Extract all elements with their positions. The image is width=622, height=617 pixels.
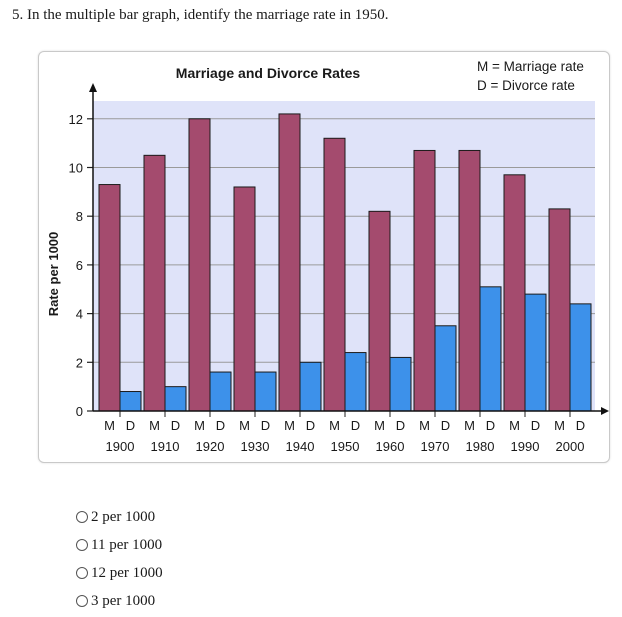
bar-marriage — [188, 118, 211, 412]
bar-letter-d: D — [261, 418, 270, 433]
y-tick-label: 8 — [76, 209, 83, 224]
x-tick-label: 1970 — [421, 439, 450, 454]
x-tick-label: 1960 — [376, 439, 405, 454]
y-tick-label: 6 — [76, 258, 83, 273]
bar-letter-m: M — [374, 418, 385, 433]
bar-marriage — [143, 154, 166, 412]
radio-button[interactable] — [76, 511, 88, 523]
option-d[interactable]: 3 per 1000 — [76, 587, 163, 615]
bar-letter-m: M — [554, 418, 565, 433]
bar-letter-d: D — [216, 418, 225, 433]
bar-letter-m: M — [239, 418, 250, 433]
chart-title: Marriage and Divorce Rates — [176, 65, 361, 81]
bar-letter-m: M — [419, 418, 430, 433]
y-tick-label: 10 — [69, 161, 83, 176]
bar-marriage — [548, 208, 571, 412]
bar-divorce — [209, 371, 232, 412]
radio-button[interactable] — [76, 539, 88, 551]
y-tick-label: 0 — [76, 404, 83, 419]
bar-letter-d: D — [441, 418, 450, 433]
question-prompt: In the multiple bar graph, identify the … — [27, 7, 389, 23]
bar-letter-m: M — [284, 418, 295, 433]
y-axis-label: Rate per 1000 — [46, 232, 61, 317]
question-number: 5. — [12, 7, 24, 23]
x-tick-label: 1940 — [286, 439, 315, 454]
y-tick-label: 4 — [76, 307, 83, 322]
radio-button[interactable] — [76, 595, 88, 607]
bar-letter-d: D — [531, 418, 540, 433]
bar-divorce — [299, 361, 322, 412]
x-tick-label: 2000 — [556, 439, 585, 454]
x-tick-label: 1980 — [466, 439, 495, 454]
bar-divorce — [344, 352, 367, 412]
y-axis-arrow-icon — [89, 83, 97, 92]
option-label: 2 per 1000 — [91, 508, 156, 525]
bar-letter-d: D — [351, 418, 360, 433]
bar-letter-d: D — [486, 418, 495, 433]
bar-letter-d: D — [396, 418, 405, 433]
x-tick-label: 1930 — [241, 439, 270, 454]
answer-options: 2 per 1000 11 per 1000 12 per 1000 3 per… — [76, 503, 163, 615]
bar-letter-d: D — [576, 418, 585, 433]
bar-marriage — [278, 113, 301, 412]
bar-letter-m: M — [329, 418, 340, 433]
bar-divorce — [119, 391, 142, 412]
bar-divorce — [254, 371, 277, 412]
x-tick-label: 1950 — [331, 439, 360, 454]
bar-letter-m: M — [104, 418, 115, 433]
option-label: 11 per 1000 — [91, 536, 163, 553]
x-tick-label: 1910 — [151, 439, 180, 454]
bar-divorce — [569, 303, 592, 412]
bar-letter-m: M — [149, 418, 160, 433]
legend-marriage: M = Marriage rate — [477, 59, 584, 74]
y-tick-label: 12 — [69, 112, 83, 127]
y-tick-label: 2 — [76, 355, 83, 370]
bar-divorce — [524, 293, 547, 412]
option-b[interactable]: 11 per 1000 — [76, 531, 163, 559]
bar-divorce — [434, 325, 457, 412]
x-tick-label: 1920 — [196, 439, 225, 454]
option-label: 3 per 1000 — [91, 592, 156, 609]
bar-letter-d: D — [306, 418, 315, 433]
legend-divorce: D = Divorce rate — [477, 78, 575, 93]
bar-marriage — [458, 149, 481, 412]
bar-marriage — [368, 210, 391, 412]
bar-divorce — [479, 286, 502, 412]
radio-button[interactable] — [76, 567, 88, 579]
bar-marriage — [413, 149, 436, 412]
bar-marriage — [323, 137, 346, 412]
question-text: 5. In the multiple bar graph, identify t… — [12, 7, 389, 24]
chart-card: 0 2 4 6 8 10 12 M D 1900 M D 1910 M D 1920 M D 1930 M D 1940 M… — [38, 51, 610, 463]
bar-marriage — [98, 184, 121, 412]
bar-letter-m: M — [464, 418, 475, 433]
option-a[interactable]: 2 per 1000 — [76, 503, 163, 531]
option-c[interactable]: 12 per 1000 — [76, 559, 163, 587]
x-tick-label: 1990 — [511, 439, 540, 454]
bar-divorce — [389, 356, 412, 412]
bar-letter-d: D — [171, 418, 180, 433]
bar-letter-d: D — [126, 418, 135, 433]
x-axis-arrow-icon — [601, 407, 609, 415]
bar-letter-m: M — [509, 418, 520, 433]
bar-letter-m: M — [194, 418, 205, 433]
option-label: 12 per 1000 — [91, 564, 163, 581]
x-tick-label: 1900 — [106, 439, 135, 454]
bar-marriage — [233, 186, 256, 412]
bar-divorce — [164, 386, 187, 412]
bar-marriage — [503, 174, 526, 412]
